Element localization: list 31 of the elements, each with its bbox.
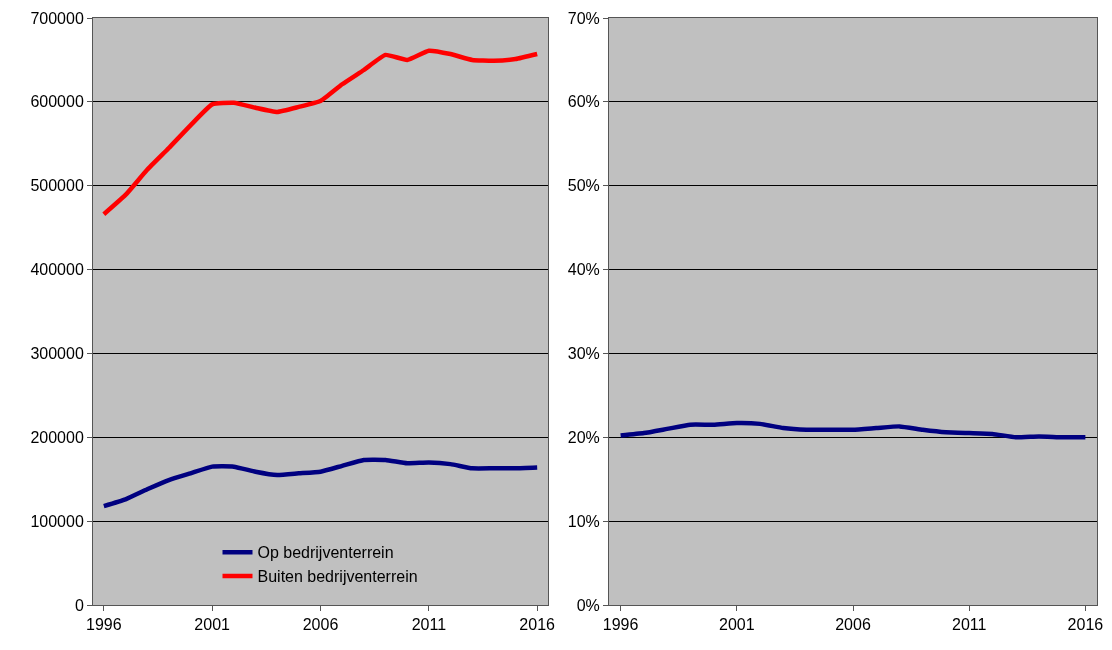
y-tick-label: 50% xyxy=(567,177,600,195)
y-tick-label: 0% xyxy=(576,596,600,614)
y-tick-label: 0 xyxy=(74,596,84,614)
y-tick-label: 30% xyxy=(567,345,600,363)
y-tick-label: 20% xyxy=(567,428,600,446)
y-tick-label: 700000 xyxy=(30,9,84,27)
x-tick-label: 2011 xyxy=(951,616,987,634)
legend-label: Buiten bedrijventerrein xyxy=(257,568,418,586)
x-tick-label: 2001 xyxy=(719,616,755,634)
x-tick-label: 1996 xyxy=(602,616,639,634)
x-tick-label: 2016 xyxy=(519,616,556,634)
x-tick-label: 2001 xyxy=(194,616,231,634)
legend-label: Op bedrijventerrein xyxy=(257,544,394,562)
y-tick-label: 500000 xyxy=(30,177,84,195)
y-tick-label: 600000 xyxy=(30,93,84,111)
x-tick-label: 2011 xyxy=(411,616,447,634)
x-tick-label: 2006 xyxy=(302,616,339,634)
x-tick-label: 1996 xyxy=(86,616,122,634)
y-tick-label: 40% xyxy=(567,261,600,279)
line-series xyxy=(618,420,1088,440)
x-tick-label: 2016 xyxy=(1067,616,1104,634)
y-tick-label: 100000 xyxy=(30,512,84,530)
y-tick-label: 400000 xyxy=(30,261,84,279)
y-tick-label: 70% xyxy=(567,9,600,27)
x-tick-label: 2006 xyxy=(835,616,871,634)
y-tick-label: 300000 xyxy=(30,345,84,363)
y-tick-label: 60% xyxy=(567,93,600,111)
line-series xyxy=(101,48,540,217)
line-series xyxy=(101,457,540,509)
y-tick-label: 200000 xyxy=(30,428,84,446)
y-tick-label: 10% xyxy=(567,512,600,530)
